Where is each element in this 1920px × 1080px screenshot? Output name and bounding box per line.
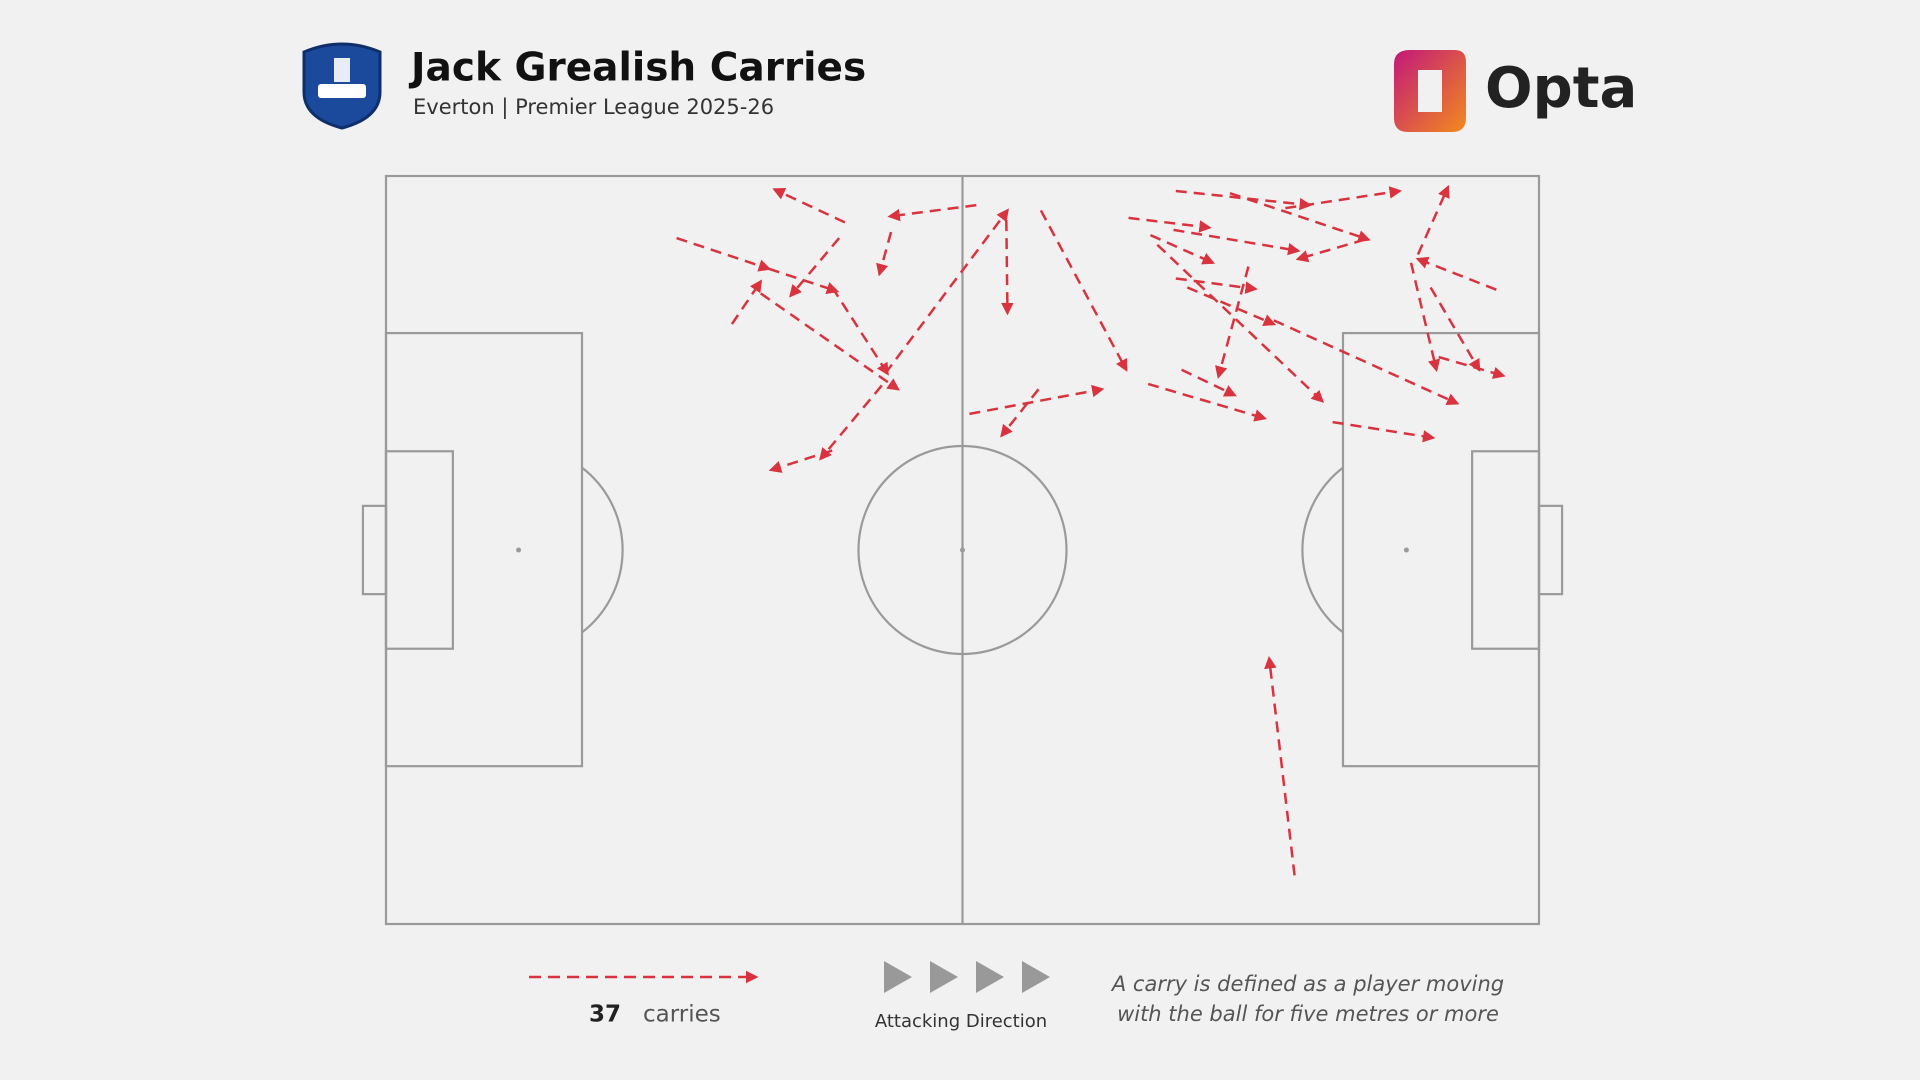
chart-subtitle: Everton | Premier League 2025-26 <box>413 95 774 120</box>
carry-arrow <box>1128 216 1212 233</box>
penalty-arc <box>1301 466 1344 634</box>
carry-arrow <box>1416 184 1450 256</box>
carry-arrow <box>831 286 889 376</box>
carry-arrow <box>1149 233 1215 265</box>
carry-arrow <box>768 267 840 294</box>
six-yard-box <box>384 450 454 650</box>
club-crest <box>302 42 382 130</box>
carry-arrow <box>1229 192 1371 243</box>
penalty-box <box>384 331 584 768</box>
penalty-spot <box>516 547 522 553</box>
carry-arrow <box>1295 238 1366 263</box>
note-line: A carry is defined as a player moving <box>1110 972 1504 996</box>
goal <box>361 504 388 596</box>
carry-arrow <box>1175 277 1258 294</box>
carry-arrow <box>676 236 772 272</box>
carry-arrow <box>1000 388 1040 438</box>
carry-count: 37 <box>589 1002 621 1028</box>
carry-arrow <box>730 279 763 325</box>
carry-arrow <box>1181 368 1237 397</box>
carry-arrow <box>1186 286 1277 326</box>
carry-count-label: carries <box>643 1002 721 1028</box>
carry-arrow <box>1285 186 1402 210</box>
carry-arrow <box>1215 266 1250 379</box>
carry-arrow <box>1039 209 1128 372</box>
centre-spot <box>960 547 965 553</box>
carry-arrow <box>969 384 1105 416</box>
carry-arrow <box>789 237 841 298</box>
penalty-arc <box>581 466 624 634</box>
carry-arrow <box>1273 319 1460 405</box>
carry-arrow <box>1175 189 1313 211</box>
carry-arrow <box>819 384 883 461</box>
carry-arrow <box>1429 286 1481 372</box>
carry-arrow <box>884 208 1009 375</box>
six-yard-box <box>1471 450 1541 650</box>
carry-arrow <box>1332 420 1436 443</box>
carry-arrow <box>1156 243 1325 403</box>
carry-arrow <box>887 203 977 222</box>
carries <box>676 184 1506 876</box>
note-line: with the ball for five metres or more <box>1117 1002 1499 1026</box>
carry-arrow <box>768 449 833 473</box>
penalty-box <box>1341 331 1541 768</box>
carry-arrow <box>1001 220 1014 316</box>
brand-logo <box>1394 50 1466 132</box>
direction-arrows <box>884 961 1050 993</box>
direction-label: Attacking Direction <box>875 1011 1047 1032</box>
carry-arrow <box>1438 355 1506 379</box>
pitch <box>361 174 1564 926</box>
penalty-spot <box>1403 547 1409 553</box>
goal <box>1537 504 1564 596</box>
carry-arrow <box>1147 382 1267 422</box>
chart-title: Jack Grealish Carries <box>408 46 866 91</box>
carry-arrow <box>772 188 846 224</box>
carry-arrow <box>876 231 893 277</box>
carry-arrow <box>760 292 900 391</box>
centre-circle <box>857 444 1068 656</box>
carry-arrow <box>1415 256 1497 291</box>
carry-arrow <box>1264 655 1296 876</box>
carry-arrow <box>1409 262 1441 373</box>
carry-arrow <box>1173 228 1301 256</box>
brand-name: Opta <box>1485 56 1637 121</box>
